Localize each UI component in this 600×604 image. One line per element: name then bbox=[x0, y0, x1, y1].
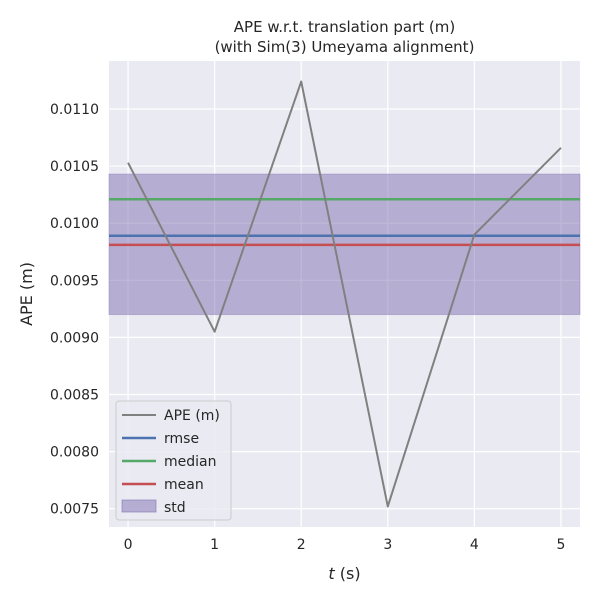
x-tick-label: 2 bbox=[297, 537, 306, 553]
x-axis-label: t (s) bbox=[328, 564, 360, 583]
y-tick-label: 0.0105 bbox=[50, 159, 99, 175]
y-tick-label: 0.0075 bbox=[50, 502, 99, 518]
x-tick-label: 1 bbox=[210, 537, 219, 553]
legend-label-mean: mean bbox=[164, 477, 204, 493]
ape-series-line bbox=[127, 80, 562, 508]
chart-title-line2: (with Sim(3) Umeyama alignment) bbox=[215, 38, 475, 56]
x-ticks: 0 1 2 3 4 5 bbox=[124, 537, 566, 553]
legend-swatch-std bbox=[121, 499, 157, 513]
x-tick-label: 3 bbox=[383, 537, 392, 553]
y-ticks: 0.0075 0.0080 0.0085 0.0090 0.0095 0.0100 0.01… bbox=[50, 102, 99, 518]
x-tick-label: 5 bbox=[556, 537, 565, 553]
x-axis-label-italic: t bbox=[328, 564, 335, 583]
y-tick-label: 0.0085 bbox=[50, 388, 99, 404]
y-tick-label: 0.0090 bbox=[50, 330, 99, 346]
series-group bbox=[127, 80, 562, 508]
x-tick-label: 4 bbox=[470, 537, 479, 553]
y-tick-label: 0.0110 bbox=[50, 102, 99, 118]
legend-label-rmse: rmse bbox=[164, 431, 199, 447]
x-axis-label-rest: (s) bbox=[335, 564, 361, 583]
y-axis-label: APE (m) bbox=[17, 262, 36, 326]
legend-label-std: std bbox=[164, 500, 186, 516]
stat-lines bbox=[109, 197, 580, 247]
y-tick-label: 0.0100 bbox=[50, 216, 99, 232]
chart-title-line1: APE w.r.t. translation part (m) bbox=[234, 18, 455, 36]
y-tick-label: 0.0080 bbox=[50, 445, 99, 461]
x-tick-label: 0 bbox=[124, 537, 133, 553]
legend-label-ape: APE (m) bbox=[164, 408, 220, 424]
y-tick-label: 0.0095 bbox=[50, 273, 99, 289]
legend: APE (m) rmse median mean std bbox=[115, 400, 232, 521]
legend-frame bbox=[115, 400, 232, 521]
legend-label-median: median bbox=[164, 454, 216, 470]
